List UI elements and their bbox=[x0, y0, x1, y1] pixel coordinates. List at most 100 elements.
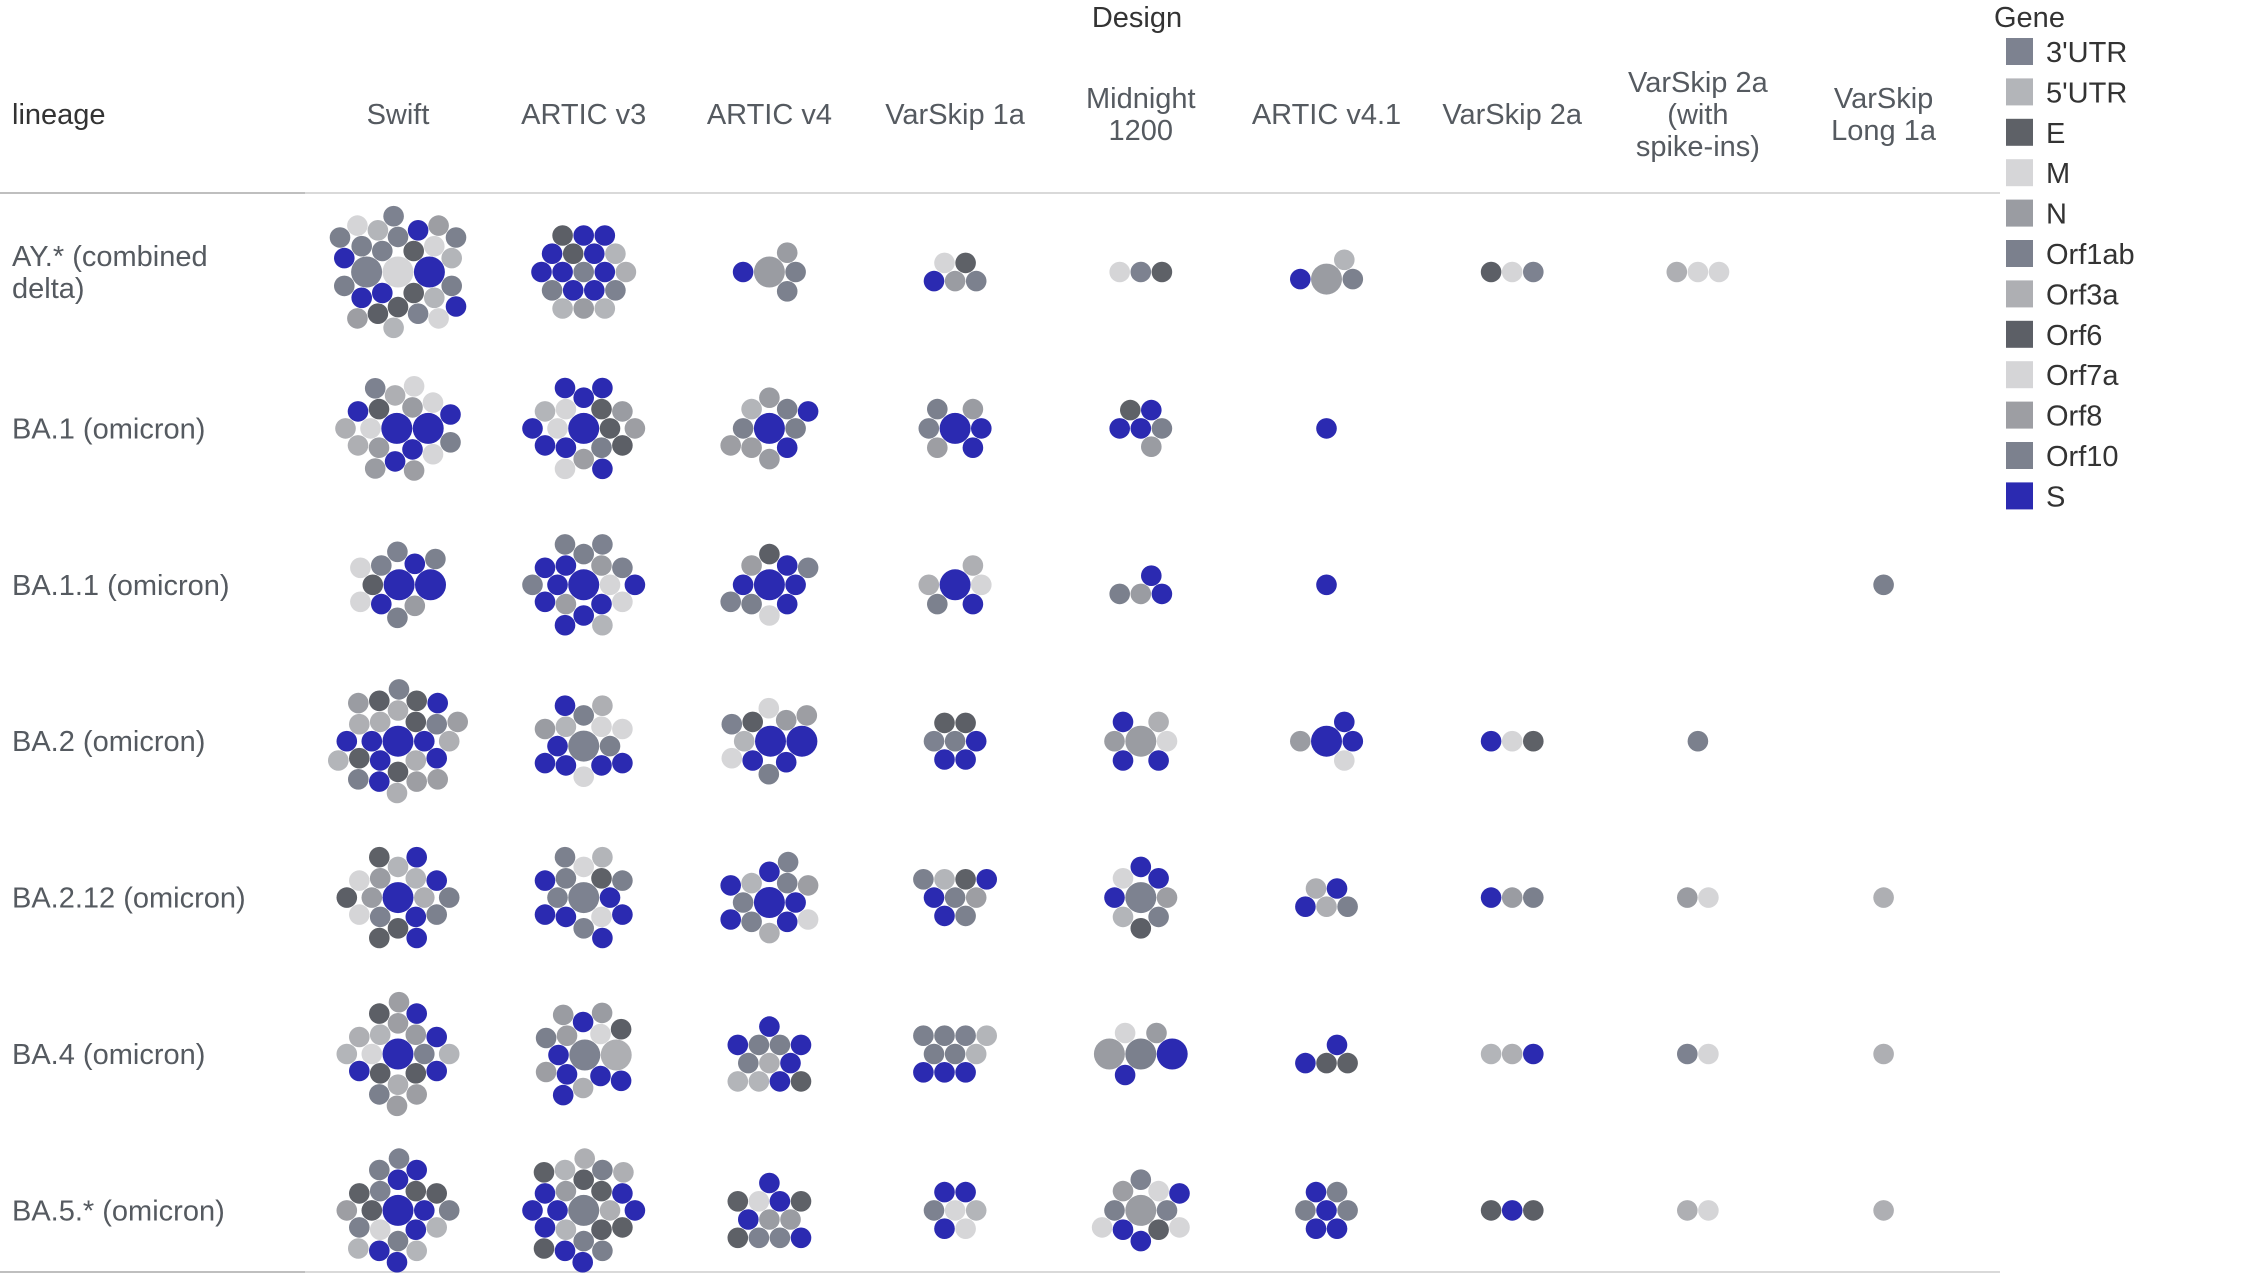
bubble-e bbox=[955, 869, 976, 890]
bubble-n bbox=[591, 555, 612, 576]
bubble-orf6 bbox=[387, 296, 409, 318]
cell-4-4 bbox=[923, 712, 987, 770]
bubble-s bbox=[1316, 1200, 1337, 1221]
row-header-label: lineage bbox=[12, 99, 106, 131]
bubble-3utr bbox=[569, 1039, 601, 1071]
cell-5-7 bbox=[1480, 887, 1544, 908]
bubble-m bbox=[350, 591, 371, 613]
bubble-3utr bbox=[568, 730, 600, 762]
bubble-orf1ab bbox=[934, 1025, 955, 1046]
bubble-5utr bbox=[965, 1200, 987, 1221]
bubble-m bbox=[1169, 1217, 1190, 1238]
bubble-orf1ab bbox=[776, 398, 798, 420]
bubble-s bbox=[913, 1062, 934, 1083]
bubble-3utr bbox=[387, 541, 408, 563]
bubble-3utr bbox=[388, 1148, 410, 1169]
bubble-s bbox=[759, 861, 780, 883]
bubble-3utr bbox=[369, 1180, 391, 1202]
legend-swatch-1 bbox=[2006, 38, 2033, 65]
bubble-orf7a bbox=[555, 398, 577, 420]
bubble-e bbox=[1148, 1219, 1169, 1240]
legend-swatch-4 bbox=[2006, 159, 2033, 187]
cell-7-5 bbox=[1091, 1169, 1190, 1252]
row-label-4: BA.2 (omicron) bbox=[12, 726, 205, 758]
bubble-3utr bbox=[1130, 261, 1152, 283]
bubble-e bbox=[591, 868, 612, 889]
bubble-s bbox=[785, 574, 806, 596]
bubble-n bbox=[1104, 730, 1125, 752]
column-header-3: ARTIC v4 bbox=[707, 99, 832, 131]
column-header-2: ARTIC v3 bbox=[521, 99, 646, 131]
bubble-3utr bbox=[1523, 261, 1544, 283]
bubble-s bbox=[1112, 750, 1134, 771]
bubble-orf7a bbox=[759, 605, 780, 626]
bubble-s bbox=[592, 458, 613, 480]
bubble-s bbox=[1326, 878, 1348, 899]
bubble-orf10 bbox=[573, 543, 594, 565]
bubble-orf10 bbox=[372, 240, 393, 262]
bubble-orf6 bbox=[599, 418, 621, 439]
bubble-s bbox=[584, 280, 605, 301]
bubble-orf8 bbox=[741, 555, 762, 576]
bubble-orf3a bbox=[600, 1039, 632, 1071]
bubble-n bbox=[552, 1004, 574, 1026]
bubble-s bbox=[347, 401, 369, 422]
bubble-orf10 bbox=[425, 548, 446, 570]
bubble-5utr bbox=[348, 1238, 369, 1259]
bubble-s bbox=[554, 614, 576, 636]
bubble-s bbox=[384, 451, 406, 472]
bubble-s bbox=[1316, 418, 1337, 439]
bubble-s bbox=[562, 280, 584, 301]
bubble-orf8 bbox=[624, 418, 646, 439]
bubble-orf8 bbox=[406, 1084, 428, 1105]
bubble-s bbox=[786, 725, 818, 757]
column-header-6: ARTIC v4.1 bbox=[1252, 99, 1401, 131]
bubble-n bbox=[753, 256, 785, 288]
bubble-s bbox=[592, 927, 613, 949]
bubble-e bbox=[790, 1071, 812, 1092]
bubble-orf3a bbox=[349, 713, 370, 735]
bubble-s bbox=[1130, 856, 1152, 878]
bubble-3utr bbox=[414, 1043, 435, 1065]
bubble-e bbox=[727, 1227, 749, 1249]
bubble-s bbox=[1295, 1052, 1316, 1074]
bubble-s bbox=[426, 1060, 448, 1082]
bubble-orf6 bbox=[1316, 1052, 1337, 1074]
bubble-orf8 bbox=[1112, 1180, 1134, 1202]
bubble-3utr bbox=[369, 906, 391, 928]
bubble-orf1ab bbox=[592, 1240, 613, 1262]
bubble-orf1ab bbox=[1523, 887, 1544, 908]
bubble-3utr bbox=[923, 730, 945, 752]
legend: Gene 3'UTR 5'UTR EMN Orf1ab Orf3a Orf6 Orf7a Or… bbox=[1994, 2, 2135, 513]
bubble-n bbox=[404, 595, 426, 617]
bubble-orf3a bbox=[347, 435, 369, 456]
cell-6-5 bbox=[1093, 1022, 1188, 1086]
bubble-s bbox=[1114, 1064, 1136, 1086]
legend-swatch-6 bbox=[2006, 240, 2033, 267]
bubble-orf7a bbox=[424, 235, 445, 257]
bubble-orf7a bbox=[428, 308, 449, 329]
bubble-s bbox=[591, 755, 612, 776]
bubble-5utr bbox=[594, 298, 616, 319]
bubble-orf10 bbox=[445, 227, 467, 248]
bubble-orf8 bbox=[428, 215, 449, 236]
bubble-5utr bbox=[741, 398, 762, 420]
bubble-m bbox=[1148, 1180, 1169, 1202]
bubble-orf3a bbox=[1677, 1200, 1698, 1221]
bubble-s bbox=[612, 1183, 633, 1204]
bubble-5utr bbox=[592, 614, 613, 636]
bubble-s bbox=[386, 1251, 408, 1273]
bubble-n bbox=[1311, 263, 1342, 295]
bubble-e bbox=[369, 846, 390, 868]
bubble-orf10 bbox=[554, 534, 576, 555]
bubble-orf1ab bbox=[1873, 574, 1894, 596]
bubble-orf7a bbox=[1698, 887, 1719, 908]
cell-3-3 bbox=[720, 543, 819, 626]
bubble-3utr bbox=[1677, 1043, 1698, 1065]
bubble-orf10 bbox=[732, 418, 754, 439]
bubble-5utr bbox=[424, 287, 445, 309]
bubble-s bbox=[1311, 725, 1342, 757]
cell-6-4 bbox=[913, 1025, 997, 1083]
cell-1-5 bbox=[1109, 261, 1173, 283]
